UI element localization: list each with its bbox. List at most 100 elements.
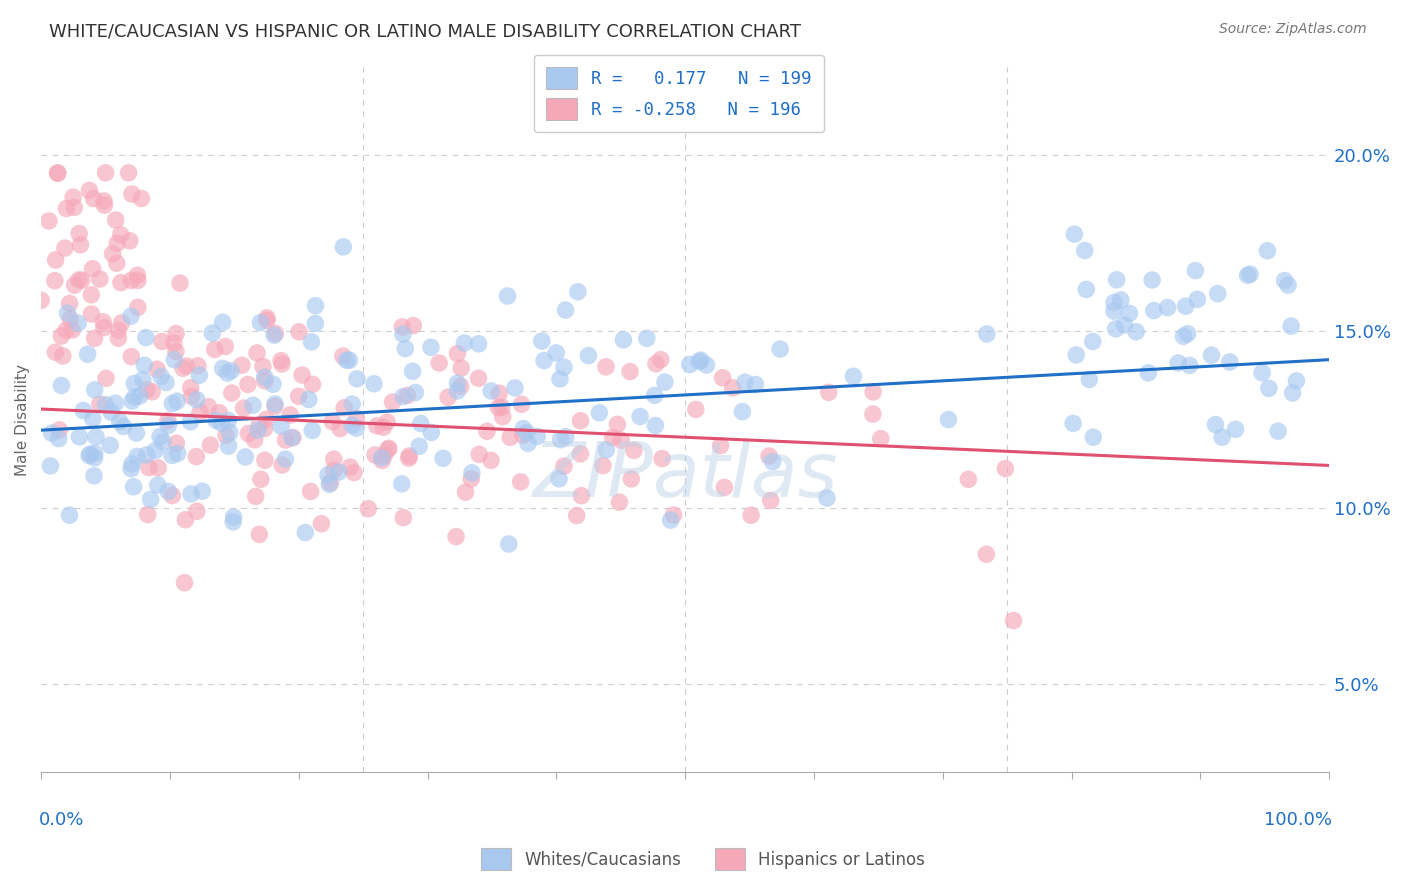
Point (1125, 325, 1147, 339)
Point (322, 463, 344, 477)
Point (138, 460, 160, 475)
Point (66, 316, 89, 330)
Point (211, 361, 233, 376)
Point (1062, 417, 1084, 431)
Point (281, 430, 304, 444)
Point (1140, 273, 1163, 287)
Point (247, 423, 270, 437)
Point (662, 508, 685, 522)
Point (553, 360, 575, 375)
Point (1105, 273, 1128, 287)
Legend: Whites/Caucasians, Hispanics or Latinos: Whites/Caucasians, Hispanics or Latinos (474, 842, 932, 877)
Point (191, 484, 214, 499)
Point (131, 192, 153, 206)
Point (38, 214, 60, 228)
Point (48, 423, 70, 437)
Point (46, 166, 69, 180)
Point (51, 329, 73, 343)
Point (498, 537, 520, 551)
Point (132, 373, 155, 387)
Point (48, 432, 70, 446)
Point (219, 364, 242, 378)
Point (107, 323, 129, 337)
Point (233, 450, 256, 464)
Point (862, 384, 884, 399)
Point (363, 376, 385, 391)
Point (503, 381, 526, 395)
Point (311, 516, 333, 531)
Point (1178, 359, 1201, 373)
Point (124, 390, 146, 404)
Point (554, 303, 576, 318)
Point (721, 381, 744, 395)
Point (373, 420, 395, 434)
Point (1102, 304, 1125, 318)
Point (55, 323, 77, 337)
Point (304, 317, 326, 331)
Point (460, 472, 482, 486)
Point (392, 327, 415, 342)
Point (446, 346, 468, 360)
Point (77, 449, 100, 463)
Point (51, 378, 73, 392)
Point (222, 515, 245, 529)
Point (263, 328, 285, 343)
Point (644, 418, 666, 433)
Point (450, 361, 472, 376)
Point (157, 484, 180, 499)
Point (339, 460, 361, 475)
Point (343, 466, 366, 480)
Point (862, 407, 884, 421)
Point (299, 484, 322, 499)
Point (1281, 385, 1303, 400)
Point (141, 384, 163, 399)
Point (139, 492, 162, 507)
Point (108, 415, 131, 429)
Point (1285, 374, 1308, 388)
Point (322, 452, 344, 467)
Point (636, 331, 658, 345)
Point (391, 320, 413, 334)
Point (333, 401, 356, 415)
Point (370, 450, 392, 465)
Point (245, 490, 267, 504)
Point (160, 449, 183, 463)
Point (1256, 244, 1278, 258)
Point (187, 359, 209, 373)
Point (211, 315, 233, 329)
Point (450, 379, 472, 393)
Point (281, 431, 304, 445)
Point (280, 408, 302, 422)
Point (152, 434, 174, 449)
Point (1063, 227, 1085, 242)
Point (149, 429, 172, 443)
Point (492, 409, 515, 424)
Point (155, 376, 177, 390)
Point (576, 349, 599, 363)
Point (121, 457, 143, 471)
Point (91, 315, 114, 329)
Point (180, 381, 202, 395)
Point (1105, 322, 1128, 336)
Point (335, 353, 357, 368)
Point (404, 385, 426, 400)
Point (117, 166, 139, 180)
Point (270, 353, 292, 368)
Point (371, 453, 394, 467)
Point (976, 326, 998, 341)
Point (111, 316, 134, 330)
Point (236, 377, 259, 392)
Point (346, 372, 368, 386)
Point (62, 190, 84, 204)
Point (72, 403, 94, 417)
Point (762, 455, 785, 469)
Point (394, 342, 416, 356)
Point (512, 422, 534, 436)
Point (454, 485, 477, 500)
Point (76, 347, 98, 361)
Point (1167, 356, 1189, 370)
Point (271, 458, 294, 472)
Point (332, 240, 354, 254)
Point (201, 326, 224, 340)
Point (84, 430, 107, 444)
